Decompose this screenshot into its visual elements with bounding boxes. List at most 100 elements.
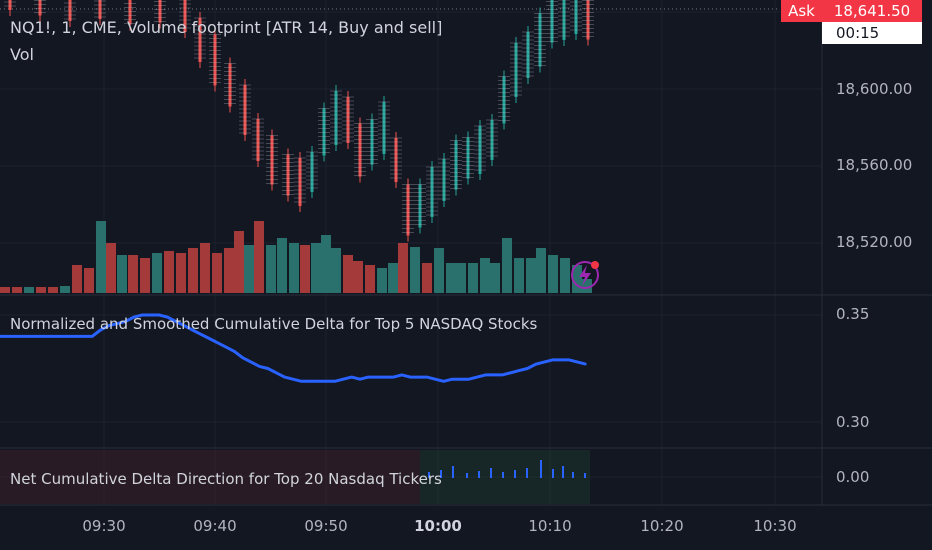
cumulative-delta-point (7, 335, 10, 338)
cumulative-delta-point (535, 363, 537, 366)
cumulative-delta-point (334, 380, 336, 383)
ask-tag: Ask (781, 0, 822, 22)
cumulative-delta-point (116, 322, 118, 325)
volume-bar (410, 247, 420, 293)
volume-bar (212, 253, 222, 293)
volume-bar (117, 255, 127, 293)
net-direction-title[interactable]: Net Cumulative Delta Direction for Top 2… (10, 470, 442, 488)
volume-bar (343, 255, 353, 293)
volume-bar (48, 287, 58, 293)
volume-bar (289, 243, 299, 293)
time-label: 09:50 (304, 517, 348, 535)
candle-body (8, 0, 12, 10)
cumulative-delta-point (551, 359, 554, 361)
cumulative-delta-point (158, 314, 160, 316)
volume-bar (188, 248, 198, 293)
cumulative-delta-point (292, 378, 294, 381)
volume-bar (311, 243, 321, 293)
candle-body (382, 102, 386, 154)
cumulative-delta-point (375, 376, 378, 378)
cumulative-delta-point (392, 376, 395, 378)
volume-bar (176, 253, 186, 293)
volume-bar (331, 248, 341, 293)
cumulative-delta-point (66, 335, 68, 338)
net-direction-bar (540, 460, 542, 478)
candle-body (394, 138, 398, 182)
volume-legend[interactable]: Vol (10, 45, 34, 64)
candle-body (586, 0, 590, 40)
net-direction-bar (452, 466, 454, 478)
cumulative-delta-point (191, 329, 194, 331)
volume-bar (490, 263, 500, 293)
candle-body (358, 123, 362, 177)
volume-bar (24, 287, 34, 293)
net-direction-bar (440, 470, 442, 478)
volume-bars (0, 221, 592, 293)
cumulative-delta-point (0, 335, 1, 338)
cumulative-delta-point (82, 335, 85, 338)
cumulative-delta-plot (0, 313, 587, 383)
candle-body (442, 159, 446, 201)
volume-bar (560, 258, 570, 293)
volume-bar (234, 231, 244, 293)
volume-bar (468, 263, 478, 293)
bar-countdown: 00:15 (822, 22, 922, 44)
net-direction-bar (514, 470, 516, 478)
candle-body (334, 91, 338, 145)
symbol-title[interactable]: NQ1!, 1, CME, Volume footprint [ATR 14, … (10, 18, 443, 37)
candle-body (574, 0, 578, 34)
candle-body (346, 97, 350, 143)
cumulative-delta-point (476, 376, 479, 378)
cumulative-delta-point (417, 376, 420, 378)
candle-body (418, 184, 422, 228)
volume-bar (582, 279, 592, 293)
volume-bar (266, 245, 276, 293)
volume-bar (224, 248, 234, 293)
cumulative-delta-point (149, 314, 152, 316)
net-direction-bar (466, 473, 468, 478)
candle-body (158, 0, 162, 23)
lightning-alert-icon[interactable] (571, 261, 599, 289)
cumulative-delta-point (568, 359, 571, 361)
volume-bar (434, 248, 444, 293)
volume-bar (12, 287, 22, 293)
cumulative-delta-title[interactable]: Normalized and Smoothed Cumulative Delta… (10, 315, 538, 333)
net-direction-bg-positive (420, 450, 590, 504)
net-direction-bar (428, 472, 430, 478)
cumulative-delta-point (543, 361, 545, 363)
cumulative-delta-point (24, 335, 26, 338)
cumulative-delta-point (200, 333, 202, 336)
net-direction-bar (502, 472, 504, 478)
net-direction-bar (572, 472, 574, 478)
cumulative-delta-point (267, 367, 269, 370)
cumulative-delta-point (560, 359, 562, 361)
delta-axis-label: 0.30 (836, 413, 870, 431)
cumulative-delta-point (434, 378, 437, 381)
volume-bar (84, 268, 94, 293)
volume-bar (446, 263, 456, 293)
volume-bar (514, 258, 524, 293)
price-label: 18,520.00 (836, 233, 913, 251)
volume-bar (480, 258, 490, 293)
cumulative-delta-point (484, 374, 487, 376)
price-label: 18,600.00 (836, 80, 913, 98)
cumulative-delta-point (133, 316, 135, 318)
volume-bar (377, 268, 387, 293)
cumulative-delta-point (108, 324, 110, 327)
time-label: 09:30 (82, 517, 126, 535)
cumulative-delta-point (175, 320, 177, 323)
volume-bar (140, 258, 150, 293)
cumulative-delta-point (501, 374, 504, 376)
cumulative-delta-point (342, 378, 345, 381)
volume-bar (388, 263, 398, 293)
candle-body (466, 137, 470, 179)
lightning-bolt (579, 265, 591, 286)
net-direction-histogram (0, 450, 590, 504)
candle-body (526, 32, 530, 78)
cumulative-delta-point (317, 380, 319, 383)
cumulative-delta-point (350, 376, 353, 378)
cumulative-delta-point (166, 316, 169, 318)
alert-ring (571, 261, 599, 289)
ask-price-label: 18,641.50 (822, 0, 922, 22)
